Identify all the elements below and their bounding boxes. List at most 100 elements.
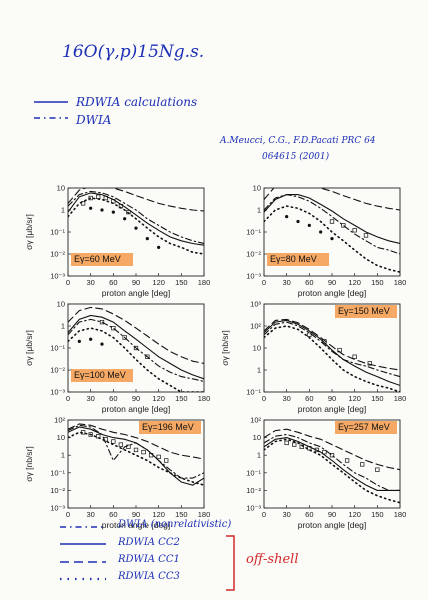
- x-tick-label: 150: [175, 510, 188, 519]
- series-dotted: [68, 197, 204, 255]
- y-tick-label: 10²: [54, 416, 65, 425]
- chart-panel-60mev: 0 30 60 90 120 150 180 10 1 10⁻¹ 10⁻² 10⁻³ proton an…: [24, 184, 210, 299]
- x-tick-label: 180: [394, 510, 407, 519]
- data-point-open: [111, 325, 116, 331]
- y-tick-label: 10⁻¹: [50, 468, 65, 477]
- x-tick-label: 30: [282, 510, 290, 519]
- y-tick-label: 10: [253, 344, 261, 353]
- series-dashed: [68, 306, 204, 364]
- y-tick-label: 10⁻¹: [50, 228, 65, 237]
- data-point-open: [126, 444, 131, 449]
- x-tick-label: 120: [152, 394, 165, 403]
- x-tick-label: 90: [328, 394, 336, 403]
- x-tick-label: 60: [109, 278, 117, 287]
- x-tick-label: 90: [328, 278, 336, 287]
- footer-line-samples: [60, 526, 106, 581]
- data-point-filled: [296, 219, 300, 224]
- x-tick-label: 90: [328, 510, 336, 519]
- data-point-open: [363, 233, 369, 238]
- data-point-open: [80, 201, 86, 206]
- data-point-open: [329, 453, 335, 458]
- x-tick-label: 150: [175, 394, 188, 403]
- x-tick-label: 120: [152, 278, 165, 287]
- energy-highlight: [335, 305, 397, 318]
- data-point-open: [352, 354, 357, 359]
- series-solid: [264, 194, 400, 245]
- legend-line-samples: [34, 101, 68, 119]
- x-tick-label: 120: [348, 510, 361, 519]
- y-tick-label: 10: [253, 433, 261, 442]
- x-tick-label: 180: [198, 394, 211, 403]
- data-point-filled: [319, 230, 323, 234]
- y-tick-label: 10⁻³: [246, 272, 261, 281]
- energy-highlight: [267, 253, 329, 266]
- energy-label: Eγ=196 MeV: [142, 422, 194, 432]
- y-tick-label: 10⁻¹: [246, 388, 261, 397]
- data-point-open: [307, 446, 312, 451]
- x-tick-label: 150: [371, 394, 384, 403]
- footer-item-cc1: RDWIA CC1: [118, 554, 180, 565]
- data-point-open: [360, 462, 365, 467]
- x-tick-label: 180: [394, 278, 407, 287]
- data-point-open: [329, 219, 335, 224]
- data-point-open: [96, 194, 101, 199]
- y-tick-label: 1: [257, 206, 261, 215]
- data-point-open: [299, 444, 304, 449]
- data-point-open: [352, 228, 357, 233]
- x-tick-label: 150: [175, 278, 188, 287]
- data-point-filled: [100, 342, 104, 346]
- series-dashdot: [264, 194, 400, 255]
- y-axis-label: σγ [μb/sr]: [24, 330, 34, 366]
- reaction-title: 16O(γ,p)15Ng.s.: [62, 42, 205, 62]
- data-point-open: [307, 332, 312, 337]
- data-point-filled: [134, 226, 138, 230]
- y-tick-label: 10⁻²: [50, 366, 65, 375]
- chart-panel-150mev: 0 30 60 90 120 150 180 10³ 10² 10 1 10⁻¹ proton angl…: [220, 300, 407, 415]
- series-dashed: [264, 318, 400, 371]
- data-point-open: [118, 442, 124, 447]
- data-point-filled: [89, 337, 93, 341]
- x-axis-label: proton angle [deg]: [298, 288, 367, 298]
- x-axis-label: proton angle [deg]: [298, 404, 367, 414]
- y-axis-label: σγ [μb/sr]: [24, 214, 34, 250]
- x-tick-label: 60: [109, 394, 117, 403]
- footer-item-dwia: DWIA (nonrelativistic): [118, 519, 232, 530]
- x-tick-label: 0: [66, 510, 70, 519]
- series-solid: [68, 314, 204, 380]
- energy-highlight: [335, 421, 397, 434]
- y-tick-label: 10⁻³: [50, 504, 65, 513]
- y-tick-label: 10³: [250, 300, 261, 309]
- x-tick-label: 120: [152, 510, 165, 519]
- data-point-filled: [285, 215, 289, 219]
- y-tick-label: 10²: [250, 322, 261, 331]
- x-tick-label: 30: [86, 394, 94, 403]
- x-tick-label: 60: [305, 394, 313, 403]
- x-tick-label: 180: [394, 394, 407, 403]
- data-point-filled: [100, 208, 104, 212]
- data-point-open: [126, 209, 131, 215]
- series-dashdot: [264, 321, 400, 378]
- series-dashdot: [68, 424, 204, 479]
- data-point-open: [133, 345, 139, 351]
- x-tick-label: 120: [348, 394, 361, 403]
- y-tick-label: 10²: [250, 416, 261, 425]
- data-point-filled: [77, 339, 81, 343]
- series-dashed: [68, 423, 204, 460]
- data-point-open: [133, 447, 139, 453]
- data-point-open: [141, 449, 146, 455]
- series-dotted: [68, 327, 204, 392]
- y-tick-label: 1: [61, 451, 65, 460]
- series-dashdot: [68, 190, 204, 245]
- y-tick-label: 10⁻³: [246, 504, 261, 513]
- y-tick-label: 10⁻³: [50, 388, 65, 397]
- series-solid: [264, 319, 400, 386]
- data-point-open: [122, 335, 127, 340]
- x-tick-label: 30: [282, 394, 290, 403]
- legend-rdwia-label: RDWIA calculations: [76, 95, 198, 109]
- footer-item-cc2: RDWIA CC2: [118, 537, 180, 548]
- y-tick-label: 10⁻³: [50, 272, 65, 281]
- data-point-filled: [330, 237, 334, 241]
- data-point-filled: [111, 210, 115, 214]
- data-point-open: [111, 439, 116, 444]
- data-point-open: [314, 447, 320, 453]
